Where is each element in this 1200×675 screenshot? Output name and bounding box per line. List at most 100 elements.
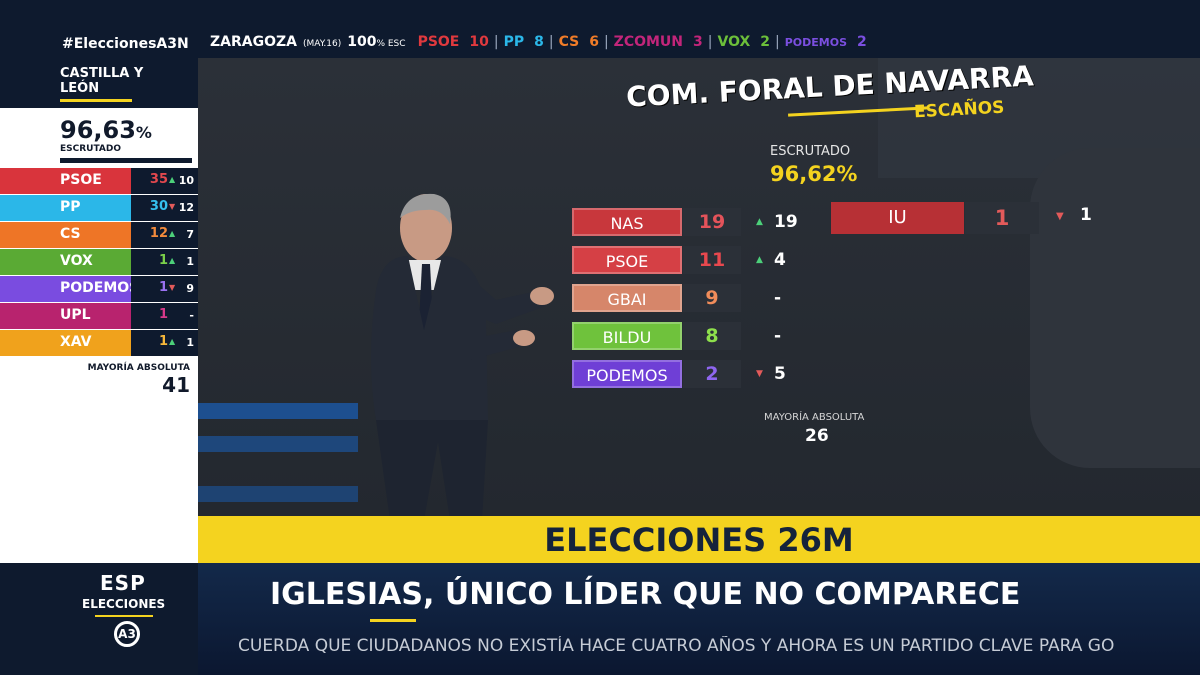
sidebar-party-seats: 35 xyxy=(149,172,168,187)
studio-video-area: COM. FORAL DE NAVARRA ESCAÑOS ESCRUTADO … xyxy=(198,58,1200,516)
ticker-party-name: PODEMOS xyxy=(784,36,848,49)
sidebar-party-stats: 1- xyxy=(131,303,198,329)
scrutinized-progress-bar xyxy=(60,158,192,163)
sidebar-party-seats: 1 xyxy=(158,280,168,295)
board-party-seats: 8 xyxy=(683,322,741,350)
section-banner: ELECCIONES 26M xyxy=(198,516,1200,564)
logo-underline xyxy=(95,615,153,617)
sidebar-party-row: UPL 1- xyxy=(0,303,198,330)
ticker-party-name: VOX xyxy=(717,34,751,50)
sidebar-party-change: - xyxy=(189,309,194,322)
sidebar-party-name: PODEMOS xyxy=(0,276,139,302)
sidebar-party-stats: 1 ▲ 1 xyxy=(131,330,198,356)
sidebar-party-name: PP xyxy=(0,195,131,221)
sidebar-party-name: PSOE xyxy=(0,168,131,194)
ticker-date: (MAY.16) xyxy=(302,39,342,49)
board-party-seats: 11 xyxy=(683,246,741,274)
board-party-name: GBAI xyxy=(572,284,682,312)
sidebar-party-row: PP 30 ▼ 12 xyxy=(0,195,198,222)
regional-results-sidebar: CASTILLA Y LEÓN 96,63% ESCRUTADO PSOE 35 ▲… xyxy=(0,58,198,563)
board-party-row: PSOE 11 ▲ 4 xyxy=(572,246,812,276)
board-party-seats-iu: 1 xyxy=(965,202,1039,234)
board-party-name-iu: IU xyxy=(831,202,964,234)
up-arrow-icon: ▲ xyxy=(169,229,176,238)
sidebar-party-name: CS xyxy=(0,222,131,248)
news-crawl: CUERDA QUE CIUDADANOS NO EXISTÍA HACE CU… xyxy=(238,636,1115,656)
sidebar-party-stats: 35 ▲ 10 xyxy=(131,168,198,194)
scrutinized-label: ESCRUTADO xyxy=(60,144,122,154)
sidebar-party-name: XAV xyxy=(0,330,131,356)
presenter-figure xyxy=(371,193,554,516)
board-party-row: GBAI 9 - xyxy=(572,284,812,314)
sidebar-party-rows: PSOE 35 ▲ 10 PP 30 ▼ 12 CS 12 ▲ 7 VOX 1 ▲ 1 PODEMOS 1 ▼ 9 UP… xyxy=(0,168,198,357)
sidebar-party-stats: 1 ▼ 9 xyxy=(131,276,198,302)
board-party-change: 5 xyxy=(774,364,786,384)
down-arrow-icon: ▼ xyxy=(169,283,176,292)
ticker-separator: | xyxy=(548,34,554,50)
lower-third: ESP ELECCIONES A3 IGLESIAS, ÚNICO LÍDER … xyxy=(0,563,1200,675)
board-majority-value: 26 xyxy=(805,426,829,446)
sidebar-party-row: PODEMOS 1 ▼ 9 xyxy=(0,276,198,303)
down-arrow-icon: ▼ xyxy=(756,369,763,379)
ticker-city: ZARAGOZA xyxy=(210,34,297,50)
board-party-seats: 19 xyxy=(683,208,741,236)
sidebar-party-name: VOX xyxy=(0,249,131,275)
board-party-name: BILDU xyxy=(572,322,682,350)
city-results-ticker: ZARAGOZA (MAY.16) 100 % ESC PSOE 10 | PP 8 | C… xyxy=(210,34,867,50)
up-arrow-icon: ▲ xyxy=(756,255,763,265)
ticker-separator: | xyxy=(603,34,609,50)
up-arrow-icon: ▲ xyxy=(169,175,176,184)
board-party-seats: 2 xyxy=(683,360,741,388)
ticker-party-seats: 2 xyxy=(760,34,771,50)
board-party-row: NAS 19 ▲ 19 xyxy=(572,208,812,238)
headline: IGLESIAS, ÚNICO LÍDER QUE NO COMPARECE xyxy=(270,577,1021,612)
scrutinized-box: 96,63% ESCRUTADO xyxy=(0,108,198,168)
background-stripe xyxy=(198,436,358,452)
majority-value: 41 xyxy=(162,373,190,397)
ticker-party-seats: 2 xyxy=(857,34,867,50)
sidebar-party-change: 9 xyxy=(186,282,194,295)
antena3-logo-icon: A3 xyxy=(114,621,140,647)
sidebar-party-seats: 1 xyxy=(158,334,168,349)
channel-logo: ESP ELECCIONES A3 xyxy=(0,563,198,675)
ticker-party-name: PP xyxy=(503,34,525,50)
majority-label: MAYORÍA ABSOLUTA xyxy=(87,363,190,373)
ticker-party-name: PSOE xyxy=(417,34,460,50)
board-party-change: - xyxy=(774,288,782,308)
sidebar-party-name: UPL xyxy=(0,303,131,329)
region-name: CASTILLA Y LEÓN xyxy=(60,66,144,96)
down-arrow-icon: ▼ xyxy=(169,202,176,211)
board-party-row: BILDU 8 - xyxy=(572,322,812,352)
up-arrow-icon: ▲ xyxy=(169,256,176,265)
board-party-seats: 9 xyxy=(683,284,741,312)
ticker-party-seats: 10 xyxy=(469,34,489,50)
background-stripe xyxy=(198,486,358,502)
sidebar-party-change: 12 xyxy=(178,201,194,214)
sidebar-party-change: 10 xyxy=(178,174,194,187)
region-underline xyxy=(60,99,132,102)
ticker-party-name: CS xyxy=(558,34,580,50)
region-header: CASTILLA Y LEÓN xyxy=(0,58,198,108)
banner-title: ELECCIONES 26M xyxy=(544,521,854,559)
sidebar-party-stats: 12 ▲ 7 xyxy=(131,222,198,248)
hashtag: #EleccionesA3N xyxy=(62,36,189,52)
top-ticker-bar: #EleccionesA3N ZARAGOZA (MAY.16) 100 % E… xyxy=(0,0,1200,58)
scrutinized-percent: 96,63% xyxy=(60,116,198,144)
ticker-percent-suffix: % ESC xyxy=(376,39,406,49)
board-party-change-iu: 1 xyxy=(1080,205,1092,225)
sidebar-party-stats: 1 ▲ 1 xyxy=(131,249,198,275)
sidebar-party-row: VOX 1 ▲ 1 xyxy=(0,249,198,276)
ticker-party-name: ZCOMUN xyxy=(613,34,684,50)
board-party-change: 4 xyxy=(774,250,786,270)
sidebar-party-change: 7 xyxy=(186,228,194,241)
down-arrow-icon: ▼ xyxy=(1056,211,1064,222)
board-scrutinized-label: ESCRUTADO xyxy=(770,144,851,159)
board-scrutinized-value: 96,62% xyxy=(770,162,858,186)
board-majority-label: MAYORÍA ABSOLUTA xyxy=(764,412,865,423)
scrutinized-value: 96,63 xyxy=(60,116,136,144)
ticker-percent: 100 xyxy=(347,34,377,50)
logo-main-text: ESP xyxy=(100,571,146,595)
sidebar-party-row: CS 12 ▲ 7 xyxy=(0,222,198,249)
logo-sub-text: ELECCIONES xyxy=(82,597,166,611)
ticker-party-seats: 3 xyxy=(693,34,703,50)
